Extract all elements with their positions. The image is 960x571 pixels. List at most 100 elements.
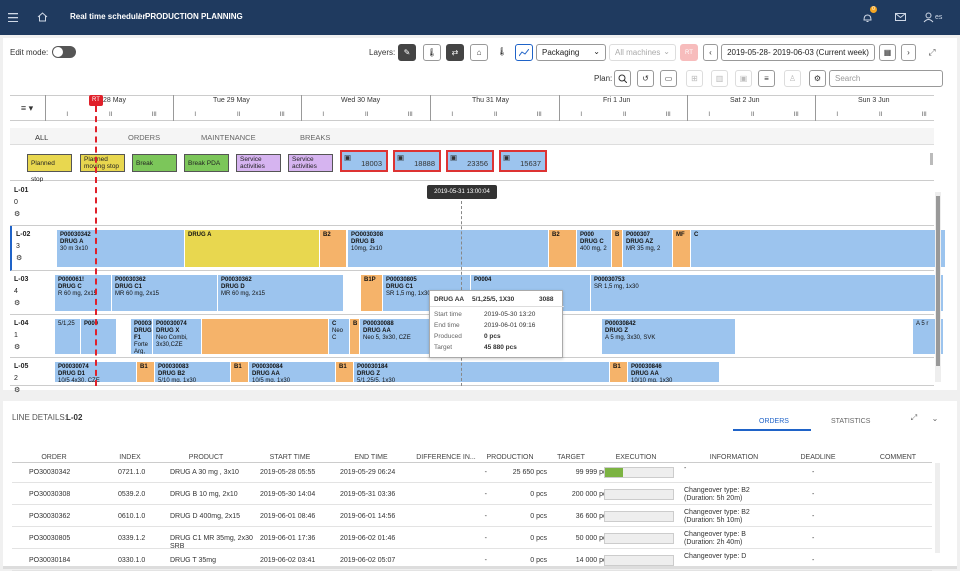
column-header[interactable]: END TIME [354,454,388,461]
column-header[interactable]: INFORMATION [709,454,759,461]
layer-thermo-icon[interactable]: 🌡 [497,47,508,56]
tab-maintenance[interactable]: MAINTENANCE [201,133,256,142]
row-header[interactable]: L-01 0 ⚙ [10,182,44,221]
plan-action-1-button[interactable]: ⊞ [686,70,703,87]
order-bar[interactable]: P00030083 DRUG B2 5/10 mg, 1x30 [155,362,231,382]
legend-break[interactable]: Break [132,154,177,172]
bottom-scrollbar[interactable] [3,566,957,569]
order-bar[interactable]: P00030846 DRUG AA 10/10 mg, 1x30 [628,362,720,382]
mail-icon[interactable] [893,10,907,24]
tab-orders[interactable]: ORDERS [128,133,161,142]
order-bar[interactable]: B2 [549,230,577,267]
tab-details-orders[interactable]: ORDERS [759,418,789,425]
column-header[interactable]: DIFFERENCE IN... [416,454,476,461]
expand-icon[interactable]: ⤢ [928,46,936,57]
legend-service-activities[interactable]: Service activities [288,154,333,172]
tab-details-statistics[interactable]: STATISTICS [831,418,871,425]
prev-week-button[interactable]: ‹ [703,44,718,61]
zoom-button[interactable] [614,70,631,87]
column-header[interactable]: START TIME [269,454,311,461]
order-bar[interactable]: B1 [610,362,628,382]
calendar-button[interactable]: ▦ [879,44,896,61]
save-button[interactable]: ▣ [735,70,752,87]
layer-pencil-button[interactable]: ✎ [398,44,416,61]
row-header[interactable]: L-03 4 ⚙ [10,271,44,310]
legend-planned-moving-stop[interactable]: Planned moving stop [80,154,125,172]
settings-button[interactable]: ⚙ [809,70,826,87]
table-row[interactable]: PO30030342 0721.1.0 DRUG A 30 mg , 3x10 201… [12,463,932,483]
search-input[interactable]: Search [829,70,943,87]
column-header[interactable]: TARGET [557,454,585,461]
order-bar[interactable]: P000 DRUG C 400 mg, 2 [577,230,612,267]
tab-breaks[interactable]: BREAKS [300,133,331,142]
rt-button[interactable]: RT [680,44,698,61]
layer-dropdown[interactable]: Packaging ⌄ [536,44,606,61]
legend-numbered-item[interactable]: ▣ 18003 [340,150,388,172]
legend-numbered-item[interactable]: ▣ 18888 [393,150,441,172]
order-bar[interactable]: DRUG A [185,230,320,267]
refresh-button[interactable]: ↺ [637,70,654,87]
menu-icon[interactable] [6,10,20,24]
column-header[interactable]: ORDER [41,454,67,461]
row-header[interactable]: L-04 1 ⚙ [10,315,44,354]
expand-details-icon[interactable]: ⤢ [910,413,918,422]
order-bar[interactable]: P000 [81,319,117,354]
order-bar[interactable]: P00030184 DRUG Z 5/1,25/5, 1x30 [354,362,610,382]
legend-numbered-item[interactable]: ▣ 23356 [446,150,494,172]
order-bar[interactable]: P00030753 SR 1,5 mg, 1x30 [591,275,944,311]
order-bar[interactable]: MF [673,230,691,267]
layer-chart-button[interactable] [515,44,533,61]
column-header[interactable]: PRODUCTION [486,454,534,461]
layer-thermometer-button[interactable]: 🌡 [423,44,441,61]
row-header[interactable]: L-05 2 ⚙ [10,358,44,397]
home-icon[interactable] [35,10,49,24]
legend-break-pda[interactable]: Break PDA [184,154,229,172]
row-header[interactable]: L-02 3 ⚙ [12,226,46,265]
plan-action-2-button[interactable]: ▥ [711,70,728,87]
column-header[interactable]: PRODUCT [188,454,224,461]
order-bar[interactable]: B1 [231,362,249,382]
column-header[interactable]: DEADLINE [800,454,836,461]
gear-icon[interactable]: ⚙ [14,344,21,351]
order-bar[interactable]: P00030342 DRUG A 30 m 3x10 [57,230,185,267]
machine-dropdown[interactable]: All machines ⌄ [609,44,676,61]
column-header[interactable]: INDEX [119,454,141,461]
table-row[interactable]: PO30030362 0610.1.0 DRUG D 400mg, 2x15 2019… [12,507,932,527]
lightbulb-button[interactable]: ♙ [784,70,801,87]
date-range-field[interactable]: 2019-05-28- 2019-06-03 (Current week) [721,44,875,61]
order-bar[interactable]: C [691,230,946,267]
order-bar[interactable]: B [612,230,623,267]
gear-icon[interactable]: ⚙ [14,387,21,394]
order-bar[interactable]: P00030074 DRUG X Neo Combi, 3x30,CZE [153,319,202,354]
details-scrollbar[interactable] [935,463,940,553]
collapse-details-icon[interactable]: ⌄ [931,413,939,423]
order-bar[interactable]: P00030362 DRUG C1 MR 60 mg, 2x15 [112,275,218,311]
user-icon[interactable] [921,10,935,24]
order-bar[interactable]: PO0030308 DRUG B 10mg, 2x10 [348,230,549,267]
order-bar[interactable]: P00030362 DRUG D MR 60 mg, 2x15 [218,275,344,311]
order-bar[interactable]: C Neo C [329,319,350,354]
layer-swap-button[interactable]: ⇄ [446,44,464,61]
legend-scrollbar[interactable] [930,153,933,165]
order-bar[interactable]: P00030084 DRUG AA 10/5 mg, 1x30 [249,362,336,382]
legend-service-activities[interactable]: Service activities [236,154,281,172]
gear-icon[interactable]: ⚙ [14,211,21,218]
folder-button[interactable]: ▭ [660,70,677,87]
order-bar[interactable]: 5/1,25 [55,319,81,354]
legend-numbered-item[interactable]: ▣ 15637 [499,150,547,172]
gear-icon[interactable]: ⚙ [14,300,21,307]
order-bar[interactable]: B1 [336,362,354,382]
gantt-scrollbar[interactable] [935,192,941,382]
bell-icon[interactable] [860,10,874,24]
column-header[interactable]: COMMENT [879,454,917,461]
list-button[interactable]: ≡ [758,70,775,87]
order-bar[interactable]: B2 [320,230,347,267]
column-header[interactable]: EXECUTION [615,454,657,461]
language-selector[interactable]: es [935,14,943,21]
tab-all[interactable]: ALL [35,133,49,142]
table-row[interactable]: PO30030805 0339.1.2 DRUG C1 MR 35mg, 2x30 … [12,529,932,550]
order-bar[interactable]: B1P [361,275,383,311]
order-bar[interactable]: B1 [137,362,155,382]
order-bar[interactable]: P000307 DRUG AZ MR 35 mg, 2 [623,230,673,267]
